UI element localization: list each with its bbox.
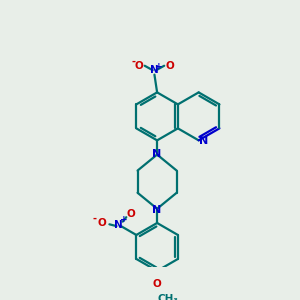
Text: N: N [114, 220, 123, 230]
Text: +: + [155, 62, 163, 71]
Text: N: N [150, 65, 159, 75]
Text: O: O [135, 61, 144, 71]
Text: -: - [131, 56, 135, 66]
Text: O: O [153, 279, 161, 289]
Text: CH₃: CH₃ [157, 294, 178, 300]
Text: +: + [120, 215, 128, 224]
Text: -: - [92, 214, 96, 224]
Text: O: O [98, 218, 107, 228]
Text: N: N [152, 149, 162, 159]
Text: O: O [165, 61, 174, 71]
Text: N: N [152, 205, 162, 215]
Text: N: N [200, 136, 208, 146]
Text: O: O [126, 209, 135, 219]
